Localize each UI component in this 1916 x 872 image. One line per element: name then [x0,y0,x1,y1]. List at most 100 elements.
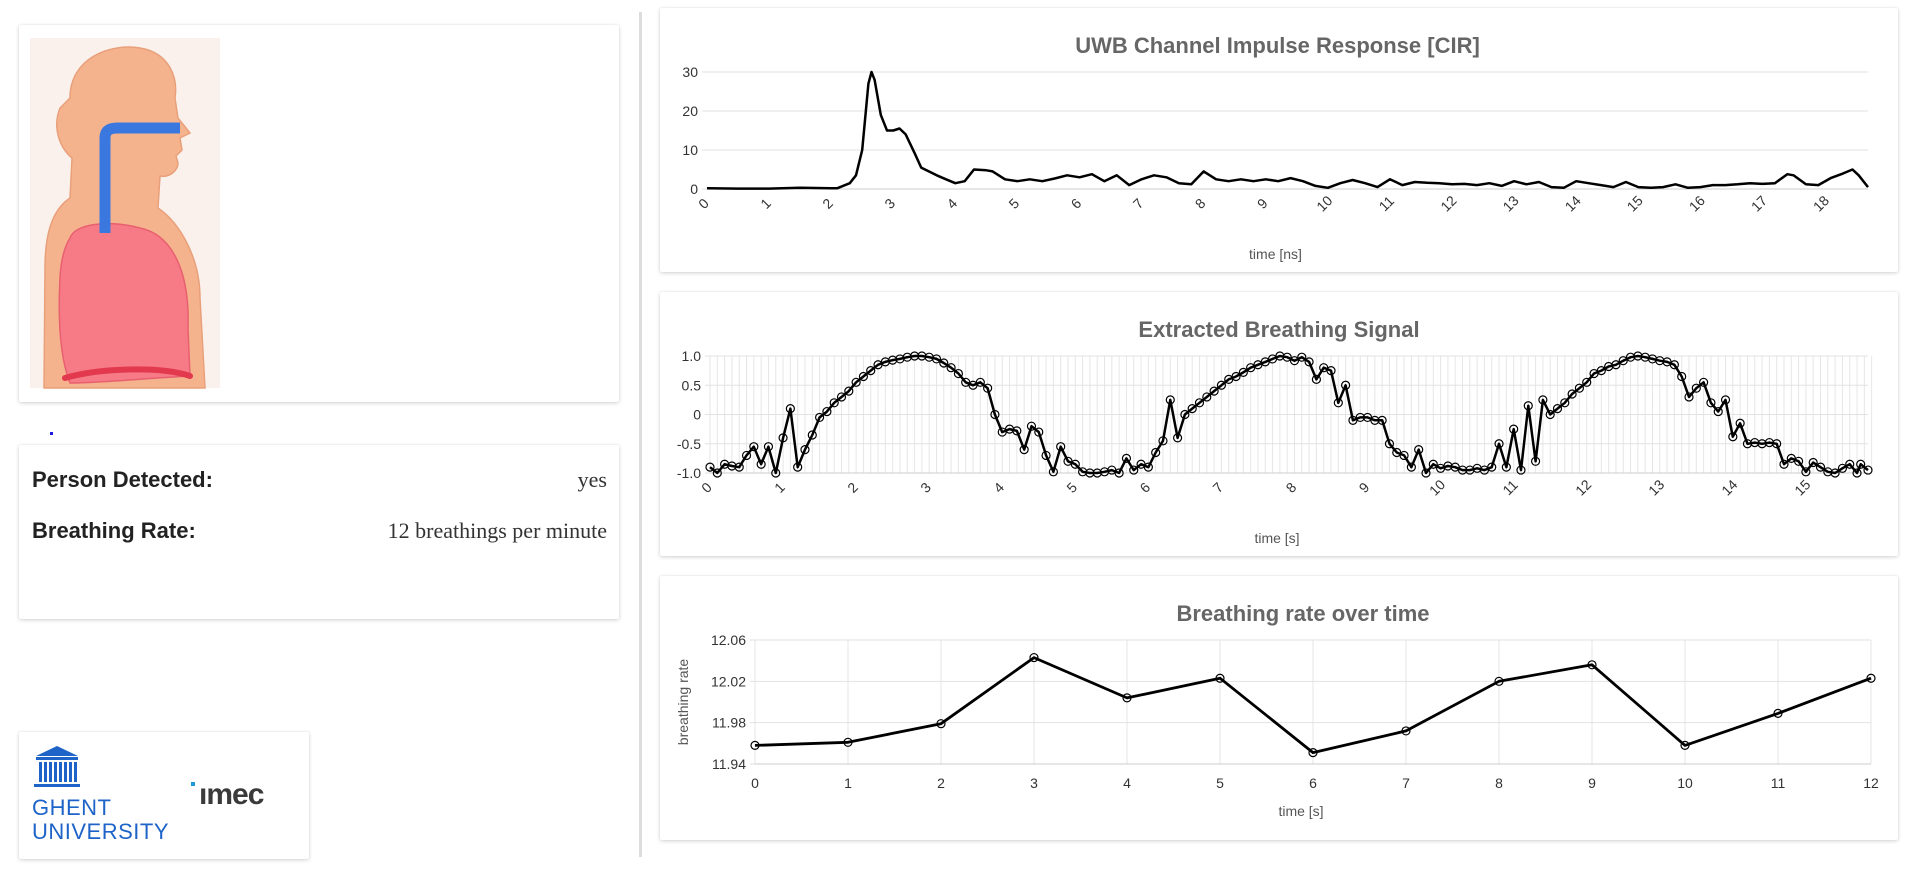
data-point [756,459,766,469]
y-tick-label: 10 [682,142,698,158]
data-point [822,406,832,417]
data-point [1684,392,1694,402]
data-point [1773,708,1783,718]
data-point [1618,356,1628,366]
y-tick-label: 0.5 [682,377,702,393]
data-point [1282,352,1292,362]
data-point [1026,421,1037,431]
data-point [1680,740,1690,750]
data-point [1231,371,1241,382]
x-tick-label: 0 [695,195,712,212]
data-point [1501,462,1511,472]
data-point [741,450,752,461]
x-tick-label: 7 [1130,195,1147,212]
cir-chart-card: UWB Channel Impulse Response [CIR] 0 10 20 3… [660,8,1898,272]
x-tick-label: 7 [1209,479,1226,496]
data-point [1574,383,1585,393]
data-point [1019,445,1029,455]
data-point [836,392,847,402]
x-tick-label: 9 [1356,479,1373,496]
x-axis-label: time [ns] [1249,246,1302,262]
data-point [1215,673,1225,683]
person-detected-row: Person Detected: yes [32,465,607,495]
data-point [1772,439,1782,449]
imec-logo-text: ımec [199,778,264,811]
imec-logo-dot [191,782,195,786]
x-tick-label: 0 [751,775,759,791]
data-point [1202,392,1212,402]
x-tick-label: 4 [990,479,1007,496]
data-point [1779,459,1789,469]
x-tick-label: 14 [1561,192,1583,214]
data-point [1304,357,1314,367]
data-point [1552,404,1563,414]
data-point [1070,459,1080,469]
x-tick-label: 11 [1499,477,1521,499]
data-point [1428,459,1438,469]
data-point [1421,468,1431,478]
breathing-anatomy-illustration [30,38,220,389]
data-point [1677,371,1687,382]
cir-chart: UWB Channel Impulse Response [CIR]010203… [682,33,1869,262]
breathing-signal-chart: Extracted Breathing Signal -1.0 -0.5 0 0.5 1.… [677,317,1873,546]
data-point [1538,395,1548,405]
x-tick-label: 5 [1216,775,1224,791]
data-point [1289,356,1300,366]
data-point [1122,693,1132,703]
data-point [1852,468,1862,478]
x-tick-label: 6 [1068,195,1085,212]
data-point [1238,367,1248,377]
data-point [1384,439,1395,449]
data-point [712,468,722,478]
data-point [1355,412,1365,423]
y-tick-label: 11.94 [712,756,746,772]
data-point [990,409,1000,420]
data-point [814,412,825,423]
y-tick-label: -0.5 [677,436,701,452]
data-point [939,358,949,368]
data-point [1596,366,1606,376]
data-point [749,442,759,452]
data-point [1406,462,1416,472]
x-tick-label: 10 [1426,476,1448,498]
person-detected-value: yes [577,467,607,492]
ghent-university-logo-text: GHENT UNIVERSITY [32,796,169,844]
series-line [754,656,1872,755]
data-point [1041,450,1051,461]
data-point [1216,380,1227,390]
data-point [750,740,760,750]
y-tick-label: 11.98 [712,715,746,731]
y-tick-label: -1.0 [677,465,701,481]
data-point [1793,456,1804,466]
x-tick-label: 6 [1309,775,1317,791]
data-point [1377,415,1387,425]
x-tick-label: 2 [819,195,836,212]
x-tick-label: 15 [1791,476,1813,498]
breathing-signal-chart-card: Extracted Breathing Signal -1.0 -0.5 0 0.5 1.… [660,292,1898,556]
data-point [807,430,817,440]
data-point [1333,398,1343,408]
data-point [778,433,788,443]
x-tick-label: 12 [1572,476,1594,498]
data-point [1012,426,1022,436]
x-tick-label: 0 [698,479,715,496]
data-point [1863,465,1873,475]
breathing-rate-chart-card: Breathing rate over time 11.94 11.98 12.02 1… [660,576,1898,840]
x-tick-label: 2 [844,479,861,496]
x-tick-label: 9 [1588,775,1596,791]
data-point [705,462,715,472]
data-point [953,368,964,379]
data-point [1143,462,1153,472]
data-point [771,468,781,478]
data-point [858,371,869,382]
data-point [1530,456,1541,466]
data-point [1735,418,1745,428]
data-point [936,719,946,729]
data-point [975,377,985,387]
breathing-rate-label: Breathing Rate: [32,518,196,543]
data-point [1669,360,1679,370]
x-tick-label: 2 [937,775,945,791]
data-point [1311,374,1321,385]
data-point [1399,450,1409,461]
data-point [1706,398,1716,408]
